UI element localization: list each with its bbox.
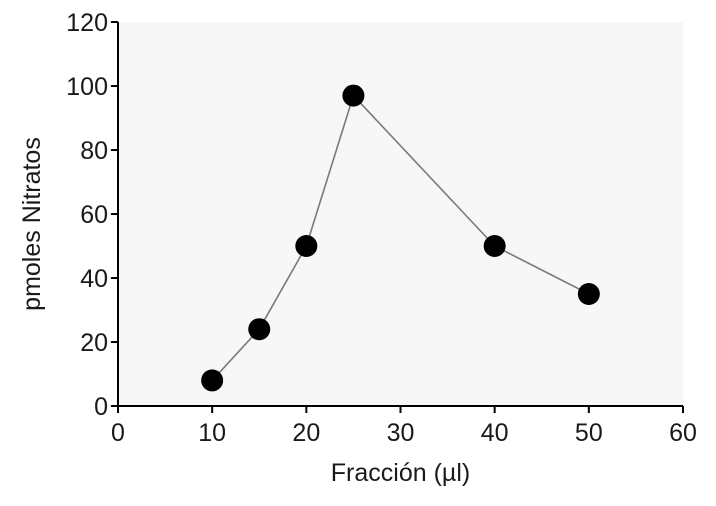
y-tick-label: 60 <box>80 201 108 229</box>
x-tick-label: 10 <box>198 419 226 447</box>
data-point <box>201 369 224 392</box>
x-tick-label: 0 <box>111 419 125 447</box>
data-point <box>483 235 506 257</box>
series-line-group <box>211 94 590 381</box>
data-point <box>577 283 600 305</box>
y-tick-label: 20 <box>80 329 108 357</box>
y-tick-label: 40 <box>80 265 108 293</box>
y-tick-label: 120 <box>66 9 108 37</box>
data-point <box>342 84 365 107</box>
x-tick-label: 60 <box>669 419 697 447</box>
y-axis-title: pmoles Nitratos <box>18 137 46 311</box>
x-tick-label: 30 <box>387 419 415 447</box>
y-tick-label: 0 <box>94 393 108 421</box>
x-axis-ticks: 0 10 20 30 40 50 60 <box>111 406 697 447</box>
x-tick-label: 20 <box>292 419 320 447</box>
y-axis-ticks: 0 20 40 60 80 100 120 <box>66 9 118 421</box>
y-tick-label: 100 <box>66 73 108 101</box>
data-points <box>201 84 600 392</box>
data-point <box>248 318 271 341</box>
data-point <box>295 235 318 257</box>
x-axis-title: Fracción (µl) <box>331 459 470 487</box>
x-tick-label: 50 <box>575 419 603 447</box>
x-tick-label: 40 <box>481 419 509 447</box>
series-line <box>211 94 590 381</box>
plot-area <box>118 22 683 406</box>
y-tick-label: 80 <box>80 137 108 165</box>
